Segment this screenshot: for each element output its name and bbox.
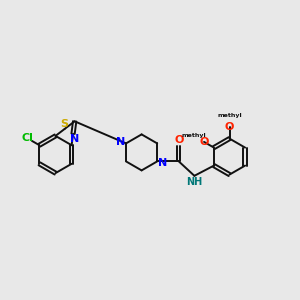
Text: NH: NH — [186, 177, 203, 187]
Text: Cl: Cl — [22, 134, 34, 143]
Text: S: S — [60, 118, 68, 128]
Text: O: O — [174, 135, 184, 146]
Text: methyl: methyl — [217, 113, 242, 118]
Text: O: O — [225, 122, 234, 132]
Text: O: O — [200, 137, 209, 147]
Text: N: N — [70, 134, 80, 144]
Text: N: N — [158, 158, 167, 168]
Text: methyl: methyl — [181, 134, 206, 138]
Text: N: N — [116, 137, 125, 147]
